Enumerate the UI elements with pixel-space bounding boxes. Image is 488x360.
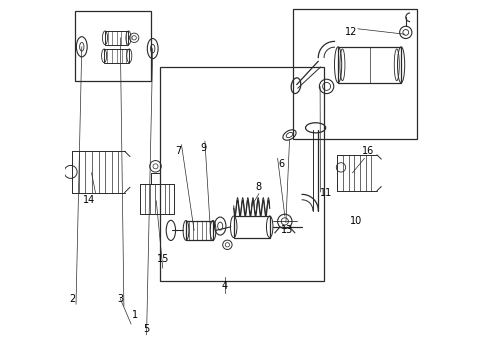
Text: 13: 13	[280, 225, 292, 235]
Bar	[160, 67, 323, 281]
Bar	[292, 9, 416, 139]
Bar	[75, 11, 151, 81]
Text: 8: 8	[255, 182, 262, 192]
Text: 5: 5	[143, 324, 149, 334]
Bar	[233, 216, 269, 238]
Text: 16: 16	[361, 146, 373, 156]
Text: 9: 9	[200, 143, 206, 153]
Bar	[105, 31, 128, 45]
Text: 2: 2	[69, 294, 75, 304]
Text: 1: 1	[131, 310, 138, 320]
Text: 15: 15	[157, 254, 169, 264]
Text: 3: 3	[117, 294, 123, 304]
Text: 6: 6	[278, 159, 284, 169]
Bar	[104, 49, 129, 63]
Bar	[185, 220, 213, 240]
Bar	[337, 47, 400, 83]
Text: 7: 7	[174, 146, 181, 156]
Text: 12: 12	[344, 27, 356, 37]
Text: 10: 10	[349, 216, 362, 226]
Text: 14: 14	[82, 195, 95, 205]
Text: 11: 11	[319, 188, 331, 198]
Text: 4: 4	[221, 281, 227, 291]
